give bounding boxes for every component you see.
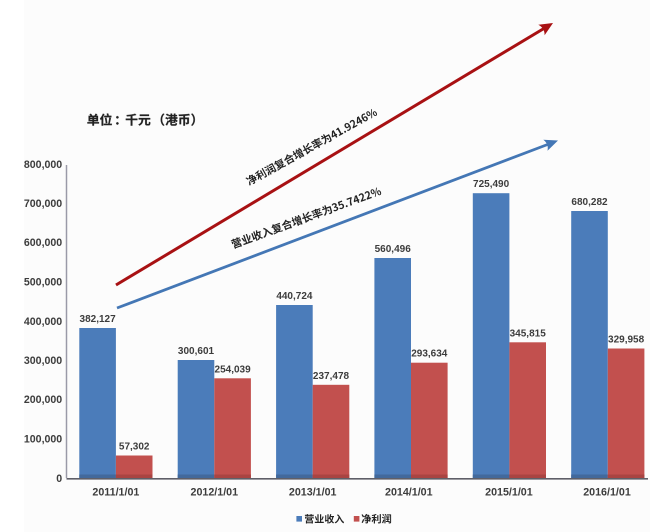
svg-text:2011/1/01: 2011/1/01	[92, 487, 139, 499]
svg-text:345,815: 345,815	[510, 328, 547, 339]
svg-text:57,302: 57,302	[119, 442, 150, 453]
svg-text:0: 0	[56, 473, 62, 485]
svg-text:2013/1/01: 2013/1/01	[289, 487, 337, 499]
svg-text:680,282: 680,282	[571, 197, 608, 208]
svg-text:254,039: 254,039	[215, 364, 252, 375]
svg-text:440,724: 440,724	[276, 291, 313, 302]
svg-text:200,000: 200,000	[24, 394, 62, 406]
svg-text:382,127: 382,127	[80, 314, 117, 325]
svg-text:329,958: 329,958	[608, 335, 645, 346]
svg-text:2016/1/01: 2016/1/01	[583, 487, 631, 499]
svg-text:800,000: 800,000	[24, 159, 62, 171]
svg-text:560,496: 560,496	[375, 244, 412, 255]
svg-text:2014/1/01: 2014/1/01	[385, 487, 433, 499]
svg-text:300,000: 300,000	[24, 355, 62, 367]
svg-text:500,000: 500,000	[24, 277, 62, 289]
svg-text:300,601: 300,601	[178, 346, 215, 357]
svg-text:700,000: 700,000	[24, 198, 62, 210]
svg-text:2015/1/01: 2015/1/01	[485, 487, 533, 499]
svg-text:400,000: 400,000	[24, 316, 62, 328]
svg-text:237,478: 237,478	[313, 371, 350, 382]
svg-text:2012/1/01: 2012/1/01	[191, 487, 239, 499]
svg-text:293,634: 293,634	[411, 349, 448, 360]
svg-text:100,000: 100,000	[24, 434, 62, 446]
svg-text:725,490: 725,490	[473, 179, 510, 190]
svg-text:600,000: 600,000	[24, 237, 62, 249]
